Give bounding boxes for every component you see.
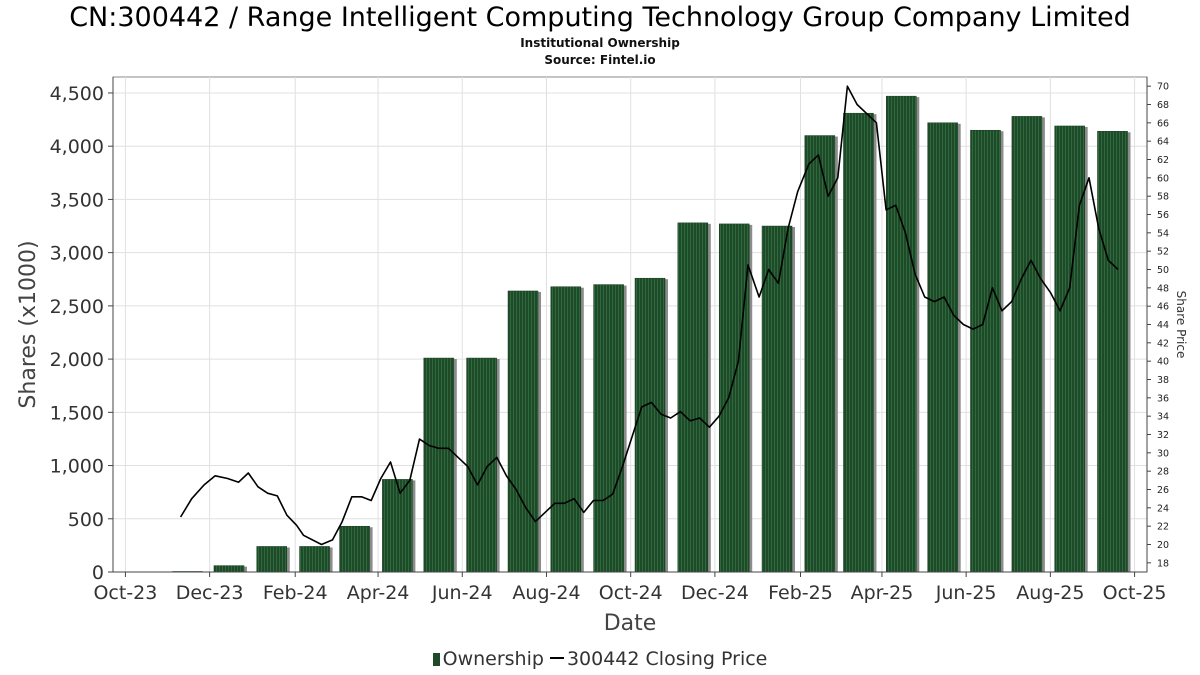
bar (804, 135, 836, 573)
y2-tick-label: 58 (1157, 192, 1169, 203)
y2-axis-title: Share Price (1174, 291, 1188, 359)
y2-tick-label: 36 (1157, 393, 1169, 404)
bar (927, 122, 958, 573)
y2-tick-label: 38 (1157, 375, 1169, 386)
legend-price-label: 300442 Closing Price (566, 648, 768, 670)
y2-tick-label: 18 (1157, 558, 1169, 569)
x-tick-label: Apr-25 (851, 582, 914, 604)
bar (1097, 131, 1128, 573)
y2-tick-label: 56 (1157, 210, 1169, 221)
bar (1011, 116, 1043, 573)
y-tick-label: 1,000 (50, 456, 104, 478)
y2-tick-label: 26 (1157, 485, 1169, 496)
bar (507, 290, 539, 573)
y2-tick-label: 34 (1157, 412, 1169, 423)
x-tick-label: Feb-24 (263, 582, 328, 604)
y2-tick-label: 46 (1157, 302, 1169, 313)
y2-tick-label: 40 (1157, 357, 1169, 368)
x-tick-label: Jun-25 (935, 582, 997, 604)
y-axis-title: Shares (x1000) (16, 240, 41, 408)
y2-tick-label: 42 (1157, 338, 1169, 349)
x-tick-label: Oct-24 (599, 582, 663, 604)
y2-tick-label: 54 (1157, 228, 1169, 239)
x-tick-label: Oct-23 (93, 582, 157, 604)
bar (970, 129, 1001, 573)
x-tick-label: Oct-25 (1103, 582, 1167, 604)
bar (213, 565, 245, 573)
y2-tick-label: 64 (1157, 137, 1169, 148)
x-tick-label: Feb-25 (768, 582, 833, 604)
chart-source: Source: Fintel.io (544, 53, 656, 67)
bar (1054, 125, 1085, 573)
bar (761, 225, 793, 573)
y2-tick-label: 60 (1157, 173, 1169, 184)
y-tick-label: 2,000 (50, 349, 104, 371)
y-tick-label: 1,500 (50, 402, 104, 424)
x-axis-title: Date (604, 611, 657, 636)
y2-tick-label: 30 (1157, 448, 1169, 459)
price-line (179, 85, 1119, 546)
y-tick-label: 0 (92, 562, 104, 584)
y2-tick-label: 20 (1157, 540, 1169, 551)
legend-ownership-label: Ownership (442, 648, 544, 670)
x-tick-label: Jun-24 (431, 582, 493, 604)
y2-tick-label: 44 (1157, 320, 1169, 331)
y2-tick-label: 62 (1157, 155, 1169, 166)
bar (423, 357, 455, 573)
bar (550, 286, 582, 573)
bar (593, 284, 624, 573)
bar (299, 546, 330, 573)
y2-tick-label: 28 (1157, 467, 1169, 478)
y-tick-label: 4,500 (50, 83, 104, 105)
y2-tick-label: 24 (1157, 503, 1169, 514)
y2-tick-label: 32 (1157, 430, 1169, 441)
bar (382, 479, 413, 573)
chart-subtitle: Institutional Ownership (520, 36, 680, 50)
y2-tick-label: 52 (1157, 247, 1169, 258)
bar (466, 357, 497, 573)
x-tick-label: Dec-24 (681, 582, 749, 604)
y-tick-label: 3,500 (50, 189, 104, 211)
y2-tick-label: 66 (1157, 118, 1169, 129)
bar (339, 525, 370, 573)
x-tick-label: Dec-23 (176, 582, 244, 604)
legend-price-swatch (549, 657, 564, 659)
y-tick-label: 500 (68, 509, 104, 531)
bar (718, 223, 750, 573)
y2-tick-label: 48 (1157, 283, 1169, 294)
bar (886, 95, 917, 573)
y-tick-label: 3,000 (50, 243, 104, 265)
y-tick-label: 4,000 (50, 136, 104, 158)
x-tick-label: Aug-25 (1016, 582, 1084, 604)
y2-tick-label: 68 (1157, 100, 1169, 111)
legend-ownership-swatch (432, 653, 440, 666)
bar (677, 222, 709, 573)
bar (843, 112, 874, 573)
y2-tick-label: 50 (1157, 265, 1169, 276)
x-tick-label: Aug-24 (512, 582, 580, 604)
y2-tick-label: 70 (1157, 82, 1169, 93)
chart-title: CN:300442 / Range Intelligent Computing … (69, 2, 1131, 33)
x-tick-label: Apr-24 (347, 582, 410, 604)
bar (634, 277, 666, 573)
bar (256, 546, 288, 573)
y-tick-label: 2,500 (50, 296, 104, 318)
legend: Ownership 300442 Closing Price (0, 648, 1200, 670)
y2-tick-label: 22 (1157, 522, 1169, 533)
